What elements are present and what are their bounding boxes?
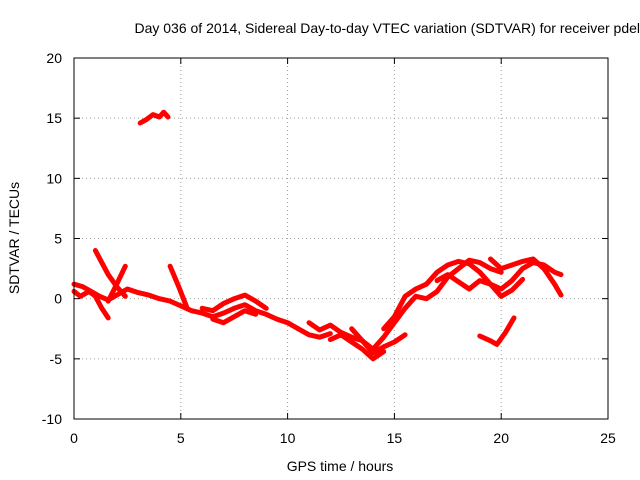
series-line-arc-12	[349, 257, 504, 352]
series-line-arc-10	[306, 320, 408, 356]
series-group	[71, 109, 564, 362]
y-tick-label: -5	[50, 351, 63, 367]
grid-lines	[74, 58, 608, 419]
series-line-arc-3	[71, 288, 111, 321]
x-tick-label: 0	[70, 430, 78, 446]
ticks-group: 0 5 10 15 20 25 -10 -5 0 5 10 15 20	[42, 50, 616, 446]
y-tick-label: 20	[46, 50, 62, 66]
series-line-arc-15	[488, 256, 564, 298]
series-line-arc-4	[92, 248, 128, 299]
y-tick-label: 5	[54, 231, 62, 247]
x-tick-label: 5	[177, 430, 185, 446]
chart-title: Day 036 of 2014, Sidereal Day-to-day VTE…	[134, 20, 640, 36]
series-line-arc-1	[137, 109, 171, 126]
y-axis-label: SDTVAR / TECUs	[6, 182, 22, 294]
series-line-arc-6	[167, 263, 190, 311]
y-tick-label: 10	[46, 170, 62, 186]
series-line-arc-8	[199, 292, 269, 314]
x-axis-label: GPS time / hours	[287, 458, 394, 474]
y-tick-label: -10	[42, 411, 62, 427]
series-line-arc-5	[105, 263, 128, 304]
y-tick-label: 15	[46, 110, 62, 126]
series-line-arc-7	[178, 302, 333, 340]
y-tick-label: 0	[54, 291, 62, 307]
series-line-arc-14	[434, 272, 526, 299]
x-tick-label: 25	[600, 430, 616, 446]
x-tick-label: 15	[387, 430, 403, 446]
series-line-arc-11	[327, 332, 387, 362]
x-tick-label: 20	[493, 430, 509, 446]
series-line-arc-13	[381, 258, 564, 332]
x-tick-label: 10	[280, 430, 296, 446]
series-line-arc-9	[210, 308, 259, 326]
series-line-arc-16	[477, 315, 517, 347]
